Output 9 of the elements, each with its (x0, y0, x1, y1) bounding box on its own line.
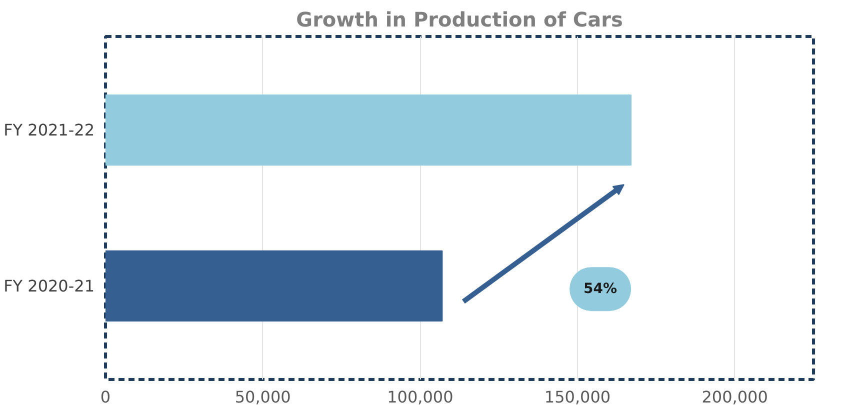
annotation: 54% (584, 281, 618, 298)
y-tick-label: FY 2020-21 (4, 276, 95, 296)
y-tick-label: FY 2021-22 (4, 120, 95, 140)
x-tick-label: 0 (100, 388, 111, 405)
x-tick-label: 200,000 (702, 388, 768, 405)
chart-title: Growth in Production of Cars (296, 8, 623, 32)
x-tick-label: 100,000 (387, 388, 454, 405)
x-tick-label: 50,000 (234, 388, 291, 405)
x-tick-label: 150,000 (544, 388, 611, 405)
